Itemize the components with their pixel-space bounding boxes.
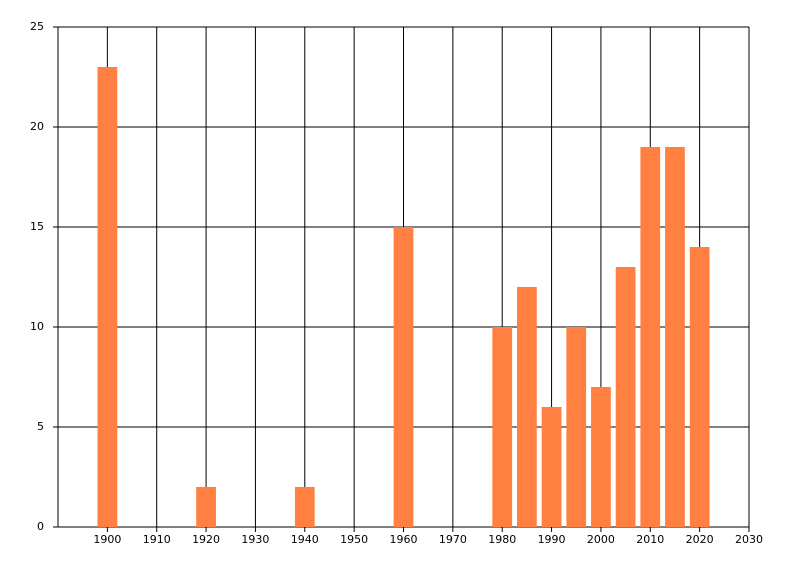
y-tick-label: 5 [37, 420, 44, 433]
x-tick-label: 1940 [291, 533, 319, 546]
x-tick-label: 2030 [735, 533, 763, 546]
y-tick-label: 25 [30, 20, 44, 33]
x-tick-label: 2010 [636, 533, 664, 546]
y-tick-label: 20 [30, 120, 44, 133]
bar [541, 407, 562, 527]
bar [97, 67, 118, 527]
x-tick-label: 1970 [439, 533, 467, 546]
bar [591, 387, 611, 527]
bar [665, 147, 685, 527]
x-tick-label: 1990 [538, 533, 566, 546]
bar [196, 487, 216, 527]
bar [640, 147, 661, 527]
y-tick-label: 10 [30, 320, 44, 333]
bar [689, 247, 710, 527]
bar [492, 327, 513, 527]
x-tick-label: 1900 [93, 533, 121, 546]
x-tick-label: 1910 [143, 533, 171, 546]
bar [615, 267, 636, 527]
x-tick-label: 1920 [192, 533, 220, 546]
bar [393, 227, 414, 527]
bar [517, 287, 537, 527]
x-tick-label: 2020 [686, 533, 714, 546]
y-tick-label: 0 [37, 520, 44, 533]
y-tick-label: 15 [30, 220, 44, 233]
x-tick-label: 1930 [241, 533, 269, 546]
x-tick-label: 1950 [340, 533, 368, 546]
x-tick-label: 2000 [587, 533, 615, 546]
x-tick-label: 1960 [390, 533, 418, 546]
bar [294, 487, 315, 527]
bar [566, 327, 587, 527]
x-tick-label: 1980 [488, 533, 516, 546]
